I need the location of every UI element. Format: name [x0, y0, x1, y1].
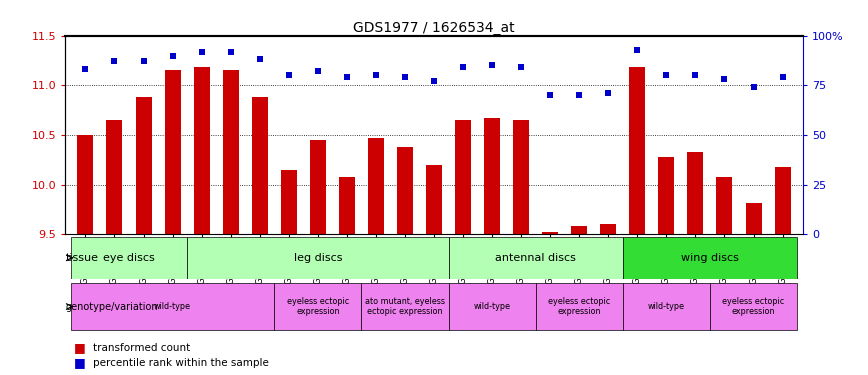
- Bar: [629, 68, 645, 234]
- Bar: [542, 232, 558, 234]
- Text: eyeless ectopic
expression: eyeless ectopic expression: [286, 297, 349, 316]
- Bar: [339, 177, 355, 234]
- Point: [78, 66, 92, 72]
- Point: [108, 58, 122, 64]
- Point: [602, 90, 615, 96]
- Text: ■: ■: [74, 342, 86, 354]
- Bar: [774, 167, 791, 234]
- Text: genotype/variation: genotype/variation: [66, 302, 158, 312]
- Text: transformed count: transformed count: [93, 343, 190, 353]
- Text: tissue: tissue: [66, 253, 99, 263]
- Bar: [659, 157, 674, 234]
- Bar: [746, 202, 761, 234]
- Bar: [449, 237, 623, 279]
- Point: [485, 62, 499, 68]
- Bar: [107, 120, 122, 234]
- Point: [630, 46, 644, 53]
- Bar: [252, 97, 267, 234]
- Point: [224, 48, 238, 54]
- Bar: [187, 237, 449, 279]
- Bar: [484, 118, 500, 234]
- Text: ato mutant, eyeless
ectopic expression: ato mutant, eyeless ectopic expression: [365, 297, 445, 316]
- Bar: [135, 97, 152, 234]
- Bar: [165, 70, 181, 234]
- Text: eye discs: eye discs: [103, 253, 155, 263]
- Point: [166, 53, 180, 58]
- Point: [398, 74, 412, 80]
- Bar: [368, 138, 384, 234]
- Bar: [716, 177, 733, 234]
- Point: [427, 78, 441, 84]
- Bar: [223, 70, 239, 234]
- Bar: [194, 68, 209, 234]
- Bar: [397, 147, 413, 234]
- Text: wing discs: wing discs: [681, 253, 739, 263]
- Text: wild-type: wild-type: [474, 302, 510, 311]
- Point: [776, 74, 790, 80]
- Bar: [601, 224, 616, 234]
- Text: leg discs: leg discs: [293, 253, 342, 263]
- Point: [514, 64, 528, 70]
- Bar: [536, 283, 623, 330]
- Bar: [455, 120, 471, 234]
- Point: [194, 48, 208, 54]
- Bar: [77, 135, 94, 234]
- Bar: [361, 283, 449, 330]
- Bar: [426, 165, 442, 234]
- Point: [572, 92, 586, 98]
- Bar: [623, 237, 797, 279]
- Bar: [274, 283, 361, 330]
- Text: eyeless ectopic
expression: eyeless ectopic expression: [722, 297, 785, 316]
- Bar: [449, 283, 536, 330]
- Point: [456, 64, 470, 70]
- Point: [746, 84, 760, 90]
- Bar: [623, 283, 710, 330]
- Bar: [710, 283, 797, 330]
- Point: [136, 58, 150, 64]
- Bar: [71, 283, 274, 330]
- Point: [660, 72, 674, 78]
- Point: [340, 74, 354, 80]
- Point: [253, 57, 266, 63]
- Bar: [687, 152, 703, 234]
- Point: [282, 72, 296, 78]
- Text: ■: ■: [74, 356, 86, 369]
- Text: eyeless ectopic
expression: eyeless ectopic expression: [548, 297, 610, 316]
- Text: percentile rank within the sample: percentile rank within the sample: [93, 358, 269, 368]
- Text: wild-type: wild-type: [648, 302, 685, 311]
- Title: GDS1977 / 1626534_at: GDS1977 / 1626534_at: [353, 21, 515, 34]
- Bar: [310, 140, 326, 234]
- Bar: [71, 237, 187, 279]
- Bar: [280, 170, 297, 234]
- Point: [718, 76, 732, 82]
- Bar: [571, 226, 588, 234]
- Point: [688, 72, 702, 78]
- Point: [311, 68, 325, 74]
- Text: wild-type: wild-type: [155, 302, 191, 311]
- Point: [369, 72, 383, 78]
- Text: antennal discs: antennal discs: [496, 253, 576, 263]
- Bar: [513, 120, 529, 234]
- Point: [543, 92, 557, 98]
